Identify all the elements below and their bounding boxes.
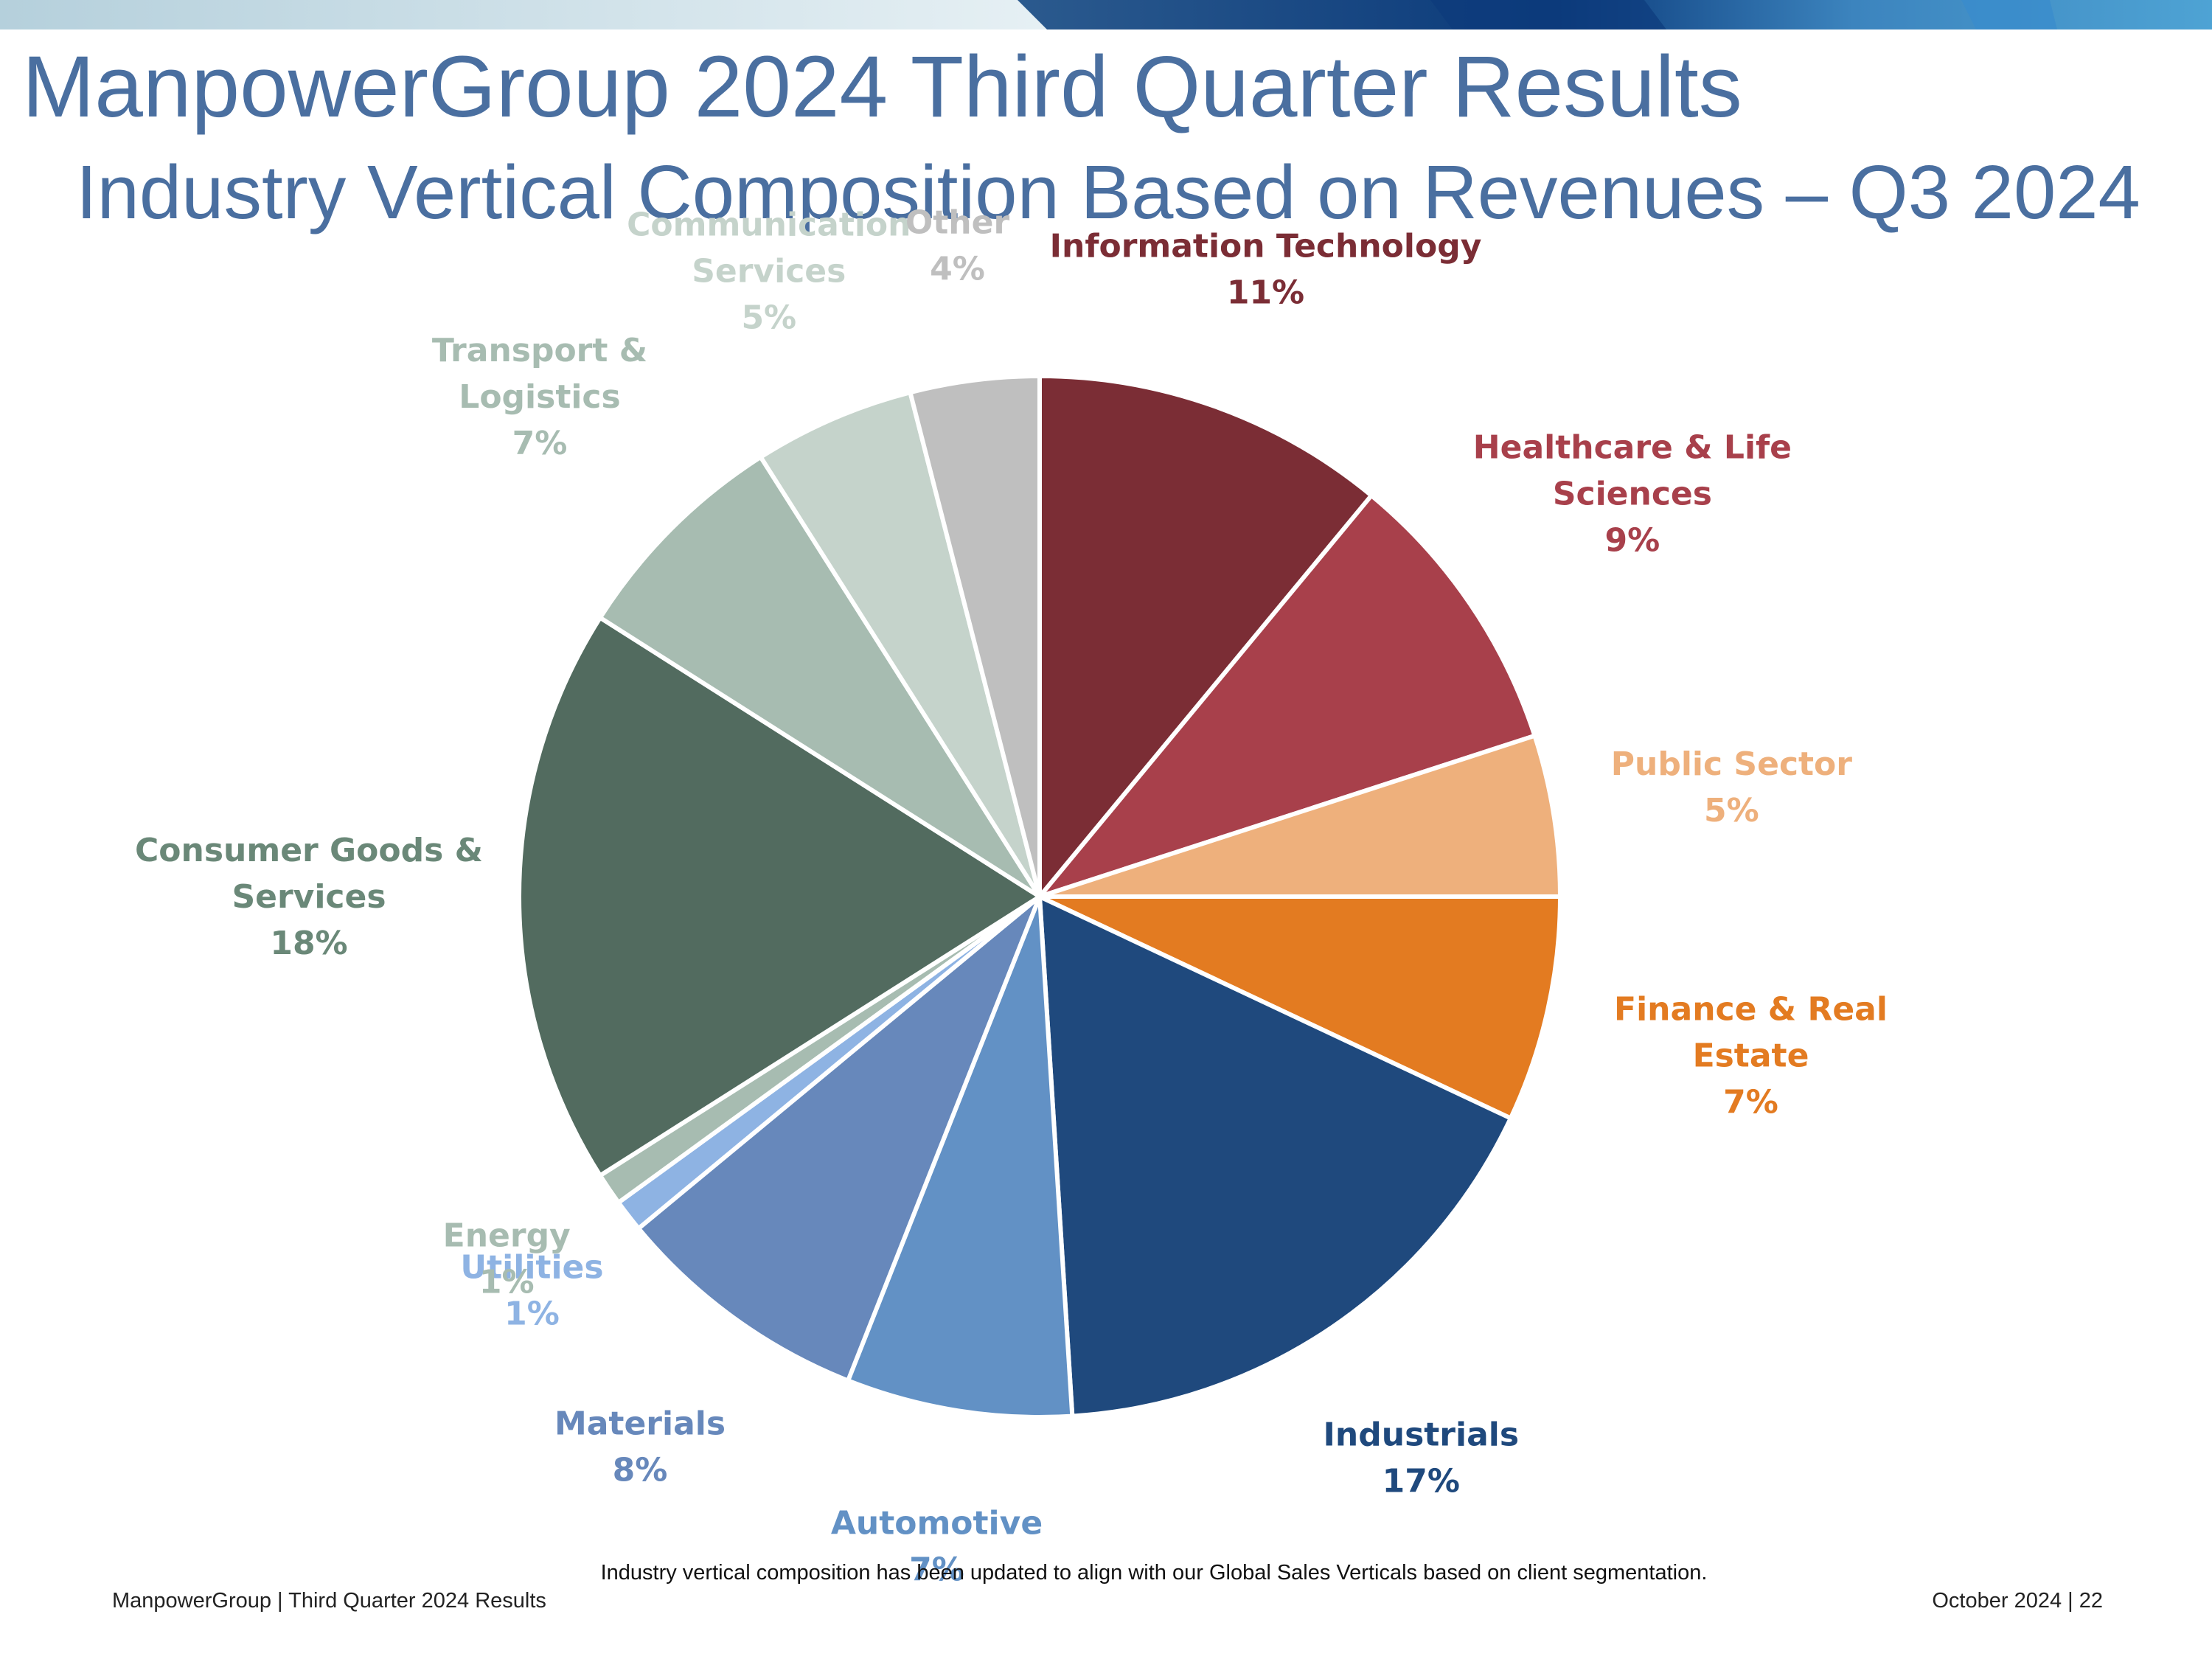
slice-value-label: 9% [1605, 522, 1660, 560]
pie-slice-information-technology [1037, 374, 1374, 899]
slice-label-information-technology: Information Technology 11% [1050, 227, 1482, 311]
pie-slice-public-sector [1037, 733, 1562, 899]
slice-label-utilities: Utilities 1% [460, 1249, 603, 1333]
slice-label-industrials: Industrials 17% [1324, 1416, 1519, 1500]
pie-slice-consumer-goods-and-services [517, 615, 1042, 1178]
page-title: ManpowerGroup 2024 Third Quarter Results [22, 38, 1742, 136]
footer-right: October 2024 | 22 [1932, 1589, 2103, 1613]
page-subtitle: Industry Vertical Composition Based on R… [76, 150, 2140, 234]
slice-value-label: 4% [930, 251, 985, 288]
slice-value-label: 17% [1382, 1463, 1460, 1500]
slice-value-label: 11% [1227, 274, 1304, 311]
slice-value-label: 7% [909, 1551, 964, 1589]
slice-name-line: Utilities [460, 1249, 603, 1287]
pie-slice-finance-and-real-estate [1037, 894, 1562, 1121]
slice-name-line: Public Sector [1611, 745, 1853, 783]
pie-slice-transport-and-logistics [597, 454, 1042, 899]
slice-label-energy: Energy 1% [443, 1217, 571, 1301]
slice-label-public-sector: Public Sector 5% [1611, 745, 1853, 830]
slice-name-line: Information Technology [1050, 227, 1482, 265]
pie-slice-healthcare-and-life-sciences [1037, 493, 1537, 899]
footnote: Industry vertical composition has been u… [600, 1561, 1708, 1585]
slice-name-line: Automotive [831, 1505, 1043, 1543]
pie-slice-automotive [846, 894, 1075, 1419]
slice-label-consumer-goods-and-services: Consumer Goods & Services 18% [135, 832, 483, 962]
slice-name-line: Consumer Goods & [135, 832, 483, 869]
footer-left: ManpowerGroup | Third Quarter 2024 Resul… [112, 1589, 546, 1613]
slice-name-line: Energy [443, 1217, 571, 1255]
slice-name-line: Services [232, 878, 386, 916]
slice-label-transport-and-logistics: Transport & Logistics 7% [432, 332, 647, 462]
slice-name-line: Materials [554, 1405, 726, 1443]
slice-value-label: 18% [270, 925, 347, 962]
slice-name-line: Finance & Real [1614, 991, 1888, 1029]
slice-label-materials: Materials 8% [554, 1405, 726, 1489]
slice-label-automotive: Automotive 7% [831, 1505, 1043, 1589]
slice-value-label: 7% [1723, 1084, 1778, 1121]
slice-name-line: Services [692, 252, 846, 290]
slice-label-other: Other 4% [905, 204, 1010, 288]
slice-name-line: Logistics [459, 378, 620, 416]
slice-label-finance-and-real-estate: Finance & Real Estate 7% [1614, 991, 1888, 1121]
slice-value-label: 5% [741, 299, 796, 336]
slice-name-line: Sciences [1553, 476, 1712, 513]
slice-name-line: Healthcare & Life [1473, 429, 1792, 467]
slice-label-communication-services: Communication Services 5% [627, 206, 911, 336]
slice-value-label: 7% [512, 425, 568, 462]
slice-name-line: Industrials [1324, 1416, 1519, 1454]
slice-value-label: 5% [1704, 792, 1759, 830]
pie-slice-communication-services [758, 390, 1042, 899]
pie-slice-materials [636, 894, 1042, 1383]
slice-value-label: 8% [613, 1452, 668, 1489]
pie-slice-industrials [1037, 894, 1513, 1419]
slice-name-line: Communication [627, 206, 911, 243]
top-decorative-banner [0, 0, 2212, 29]
slice-name-line: Transport & [432, 332, 647, 369]
slice-name-line: Other [905, 204, 1010, 242]
slice-label-healthcare-and-life-sciences: Healthcare & Life Sciences 9% [1473, 429, 1792, 560]
pie-slice-other [908, 374, 1042, 899]
slice-value-label: 1% [504, 1295, 560, 1333]
slice-name-line: Estate [1693, 1037, 1809, 1075]
slice-value-label: 1% [479, 1264, 535, 1301]
